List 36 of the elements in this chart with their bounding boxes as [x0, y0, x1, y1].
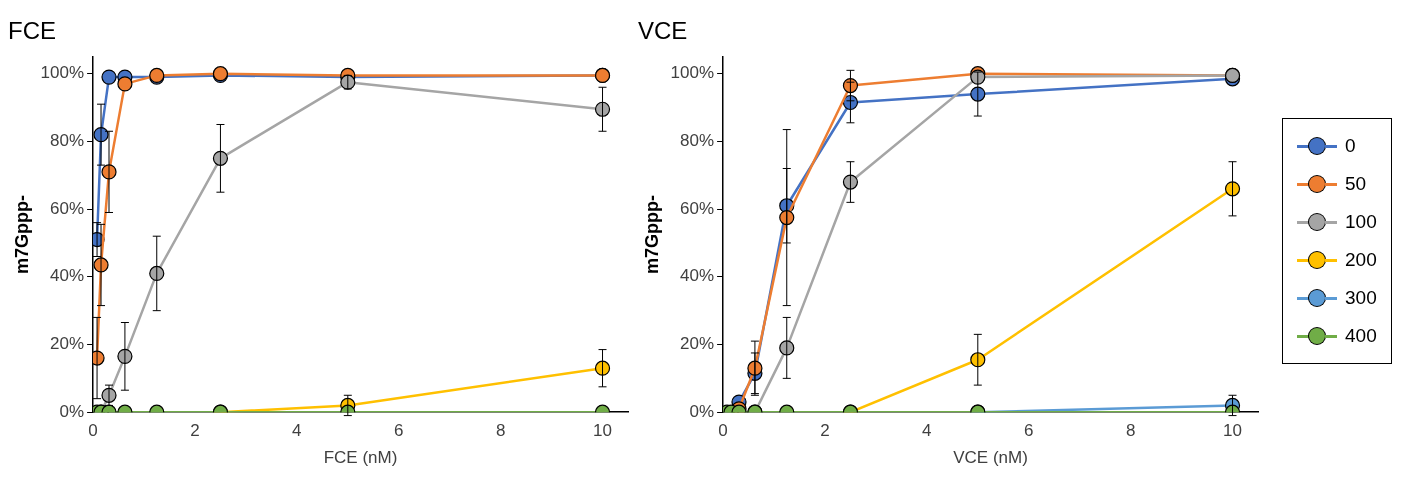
legend-label: 50 — [1345, 172, 1367, 196]
y-tick-label: 40% — [680, 266, 715, 286]
y-tick-label: 0% — [689, 401, 715, 421]
legend-label: 400 — [1345, 324, 1377, 348]
x-tick-label: 6 — [1024, 421, 1034, 441]
y-tick-label: 80% — [680, 131, 715, 151]
legend-label: 200 — [1345, 248, 1377, 272]
legend-label: 0 — [1345, 134, 1356, 158]
y-axis-title: m7Gppp- — [11, 195, 32, 274]
y-tick-label: 60% — [680, 198, 715, 218]
y-tick-label: 20% — [50, 334, 85, 354]
y-tick-label: 60% — [50, 198, 85, 218]
y-tick-label: 80% — [50, 131, 85, 151]
legend-label: 300 — [1345, 286, 1377, 310]
x-tick-label: 6 — [394, 421, 404, 441]
x-tick-label: 4 — [292, 421, 302, 441]
x-tick-label: 8 — [495, 421, 506, 441]
x-tick-label: 10 — [1223, 421, 1242, 441]
x-tick-label: 4 — [922, 421, 932, 441]
y-tick-label: 40% — [50, 266, 85, 286]
chart-title: VCE — [638, 17, 688, 45]
x-tick-label: 0 — [88, 421, 98, 441]
x-tick-label: 0 — [718, 421, 728, 441]
y-tick-label: 100% — [40, 63, 85, 83]
x-tick-label: 8 — [1125, 421, 1136, 441]
legend-label: 100 — [1345, 210, 1377, 234]
y-tick-label: 100% — [670, 63, 715, 83]
x-tick-label: 10 — [593, 421, 612, 441]
x-tick-label: 2 — [190, 421, 200, 441]
x-tick-label: 2 — [820, 421, 830, 441]
y-tick-label: 0% — [59, 401, 85, 421]
y-tick-label: 20% — [680, 334, 715, 354]
chart-title: FCE — [8, 17, 56, 45]
x-axis-title: FCE (nM) — [323, 448, 398, 468]
y-axis-title: m7Gppp- — [641, 195, 662, 274]
x-axis-title: VCE (nM) — [953, 448, 1028, 468]
